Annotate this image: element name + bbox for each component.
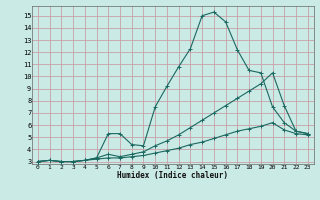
X-axis label: Humidex (Indice chaleur): Humidex (Indice chaleur) [117, 171, 228, 180]
